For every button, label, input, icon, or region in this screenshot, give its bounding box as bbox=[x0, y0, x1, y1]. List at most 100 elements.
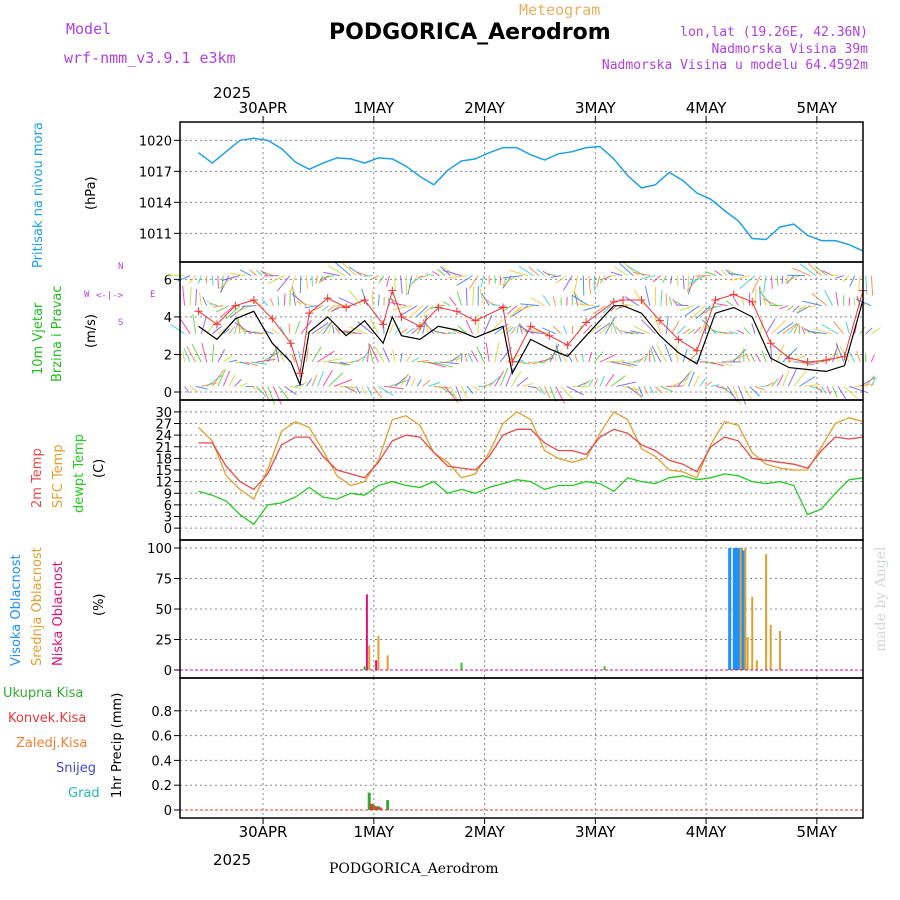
wind-arrow bbox=[845, 321, 850, 334]
wind-arrow bbox=[483, 315, 493, 335]
wind-arrow bbox=[289, 275, 296, 295]
wind-arrow bbox=[633, 358, 642, 363]
wind-arrow bbox=[760, 319, 764, 334]
wind-arrow bbox=[782, 322, 798, 335]
wind-arrow bbox=[609, 305, 617, 312]
gust-marker bbox=[748, 297, 757, 306]
wind-arrow bbox=[408, 305, 424, 319]
wind-arrow bbox=[582, 379, 591, 387]
model-name: wrf-nmm_v3.9.1 e3km bbox=[64, 49, 236, 67]
wind-arrow bbox=[217, 368, 227, 387]
wind-arrow bbox=[633, 289, 645, 306]
wind-arrow bbox=[788, 354, 807, 363]
wind-arrow bbox=[687, 275, 695, 295]
wind-arrow bbox=[616, 381, 637, 387]
wind-arrow bbox=[411, 357, 420, 363]
wind-arrow bbox=[267, 346, 279, 363]
wind-arrow bbox=[297, 350, 302, 363]
gust-marker bbox=[655, 316, 664, 325]
wind-arrow bbox=[549, 343, 560, 363]
cloud-bar-0 bbox=[732, 548, 736, 670]
wind-arrow bbox=[390, 301, 407, 307]
wind-arrow bbox=[516, 377, 529, 387]
wind-arrow bbox=[566, 296, 568, 306]
pressure-line bbox=[198, 137, 864, 252]
bottom-date-label: 5MAY bbox=[796, 823, 838, 841]
ytick-label-2-9: 3 bbox=[164, 511, 172, 526]
wind-arrow bbox=[621, 361, 638, 367]
temp-2m-line bbox=[198, 428, 864, 491]
wind-arrow bbox=[693, 374, 700, 387]
wind-arrow bbox=[776, 374, 784, 387]
wind-arrow bbox=[228, 359, 238, 363]
wind-arrow bbox=[610, 317, 614, 334]
wind-arrow bbox=[771, 275, 773, 289]
wind-arrow bbox=[588, 275, 591, 295]
wind-arrow bbox=[469, 275, 479, 289]
wind-arrow bbox=[260, 270, 268, 277]
wind-arrow bbox=[566, 352, 573, 363]
cloud-bar-3 bbox=[460, 662, 463, 670]
cloud-bar-1 bbox=[765, 554, 768, 670]
wind-arrow bbox=[461, 353, 463, 363]
wind-arrow bbox=[272, 386, 282, 405]
wind-arrow bbox=[671, 320, 680, 335]
wind-arrow bbox=[433, 330, 446, 335]
wind-arrow bbox=[456, 275, 473, 286]
wind-arrow bbox=[411, 378, 416, 387]
wind-arrow bbox=[771, 319, 787, 335]
wind-arrow bbox=[808, 330, 828, 335]
gust-marker bbox=[471, 316, 480, 325]
wind-arrow bbox=[217, 328, 226, 335]
wind-arrow bbox=[322, 321, 333, 335]
wind-arrow bbox=[710, 384, 720, 387]
ytick-label-2-7: 9 bbox=[164, 487, 172, 502]
ytick-label-4-1: 0.6 bbox=[151, 730, 172, 745]
wind-arrow bbox=[186, 346, 197, 363]
wind-arrow bbox=[361, 350, 370, 363]
wind-arrow bbox=[428, 381, 441, 387]
wind-arrow bbox=[212, 305, 224, 308]
wind-arrow bbox=[295, 383, 304, 387]
legend-snijeg: Snijeg bbox=[56, 761, 96, 776]
wind-arrow bbox=[405, 355, 412, 363]
wind-arrow bbox=[688, 354, 696, 363]
wind-arrow bbox=[205, 299, 213, 307]
wind-arrow bbox=[502, 275, 523, 279]
footer-station: PODGORICA_Aerodrom bbox=[329, 861, 499, 877]
wind-arrow bbox=[206, 374, 223, 387]
wind-arrow bbox=[588, 324, 602, 335]
wind-arrow bbox=[853, 297, 856, 306]
wind-arrow bbox=[250, 361, 268, 365]
wind-arrow bbox=[405, 375, 411, 387]
wind-arrow bbox=[538, 386, 546, 395]
wind-arrow bbox=[221, 275, 241, 281]
wind-arrow bbox=[476, 346, 485, 363]
wind-arrow bbox=[679, 305, 695, 311]
wind-arrow bbox=[652, 275, 662, 283]
sfc-temp-line bbox=[198, 411, 864, 501]
wind-arrow bbox=[228, 326, 235, 335]
wind-arrow bbox=[317, 321, 332, 335]
wind-arrow bbox=[596, 275, 601, 288]
wind-arrow bbox=[701, 319, 717, 335]
wind-arrow bbox=[448, 331, 457, 335]
wind-arrow bbox=[650, 347, 656, 363]
wind-arrow bbox=[832, 386, 838, 398]
wind-arrow bbox=[371, 275, 379, 280]
wind-arrow bbox=[627, 331, 639, 335]
wind-arrow bbox=[333, 379, 353, 387]
wind-arrow bbox=[481, 293, 490, 306]
wind-arrow bbox=[786, 275, 800, 282]
wind-arrow bbox=[594, 351, 604, 363]
wind-arrow bbox=[581, 353, 584, 363]
wind-arrow bbox=[688, 371, 695, 387]
wind-arrow bbox=[279, 326, 285, 335]
wind-arrow bbox=[433, 361, 454, 368]
wind-arrow bbox=[688, 275, 706, 285]
wind-arrow bbox=[547, 273, 556, 277]
wind-arrow bbox=[417, 275, 429, 278]
wind-arrow bbox=[725, 300, 734, 307]
wind-arrow bbox=[478, 385, 487, 388]
wind-arrow bbox=[361, 386, 366, 395]
